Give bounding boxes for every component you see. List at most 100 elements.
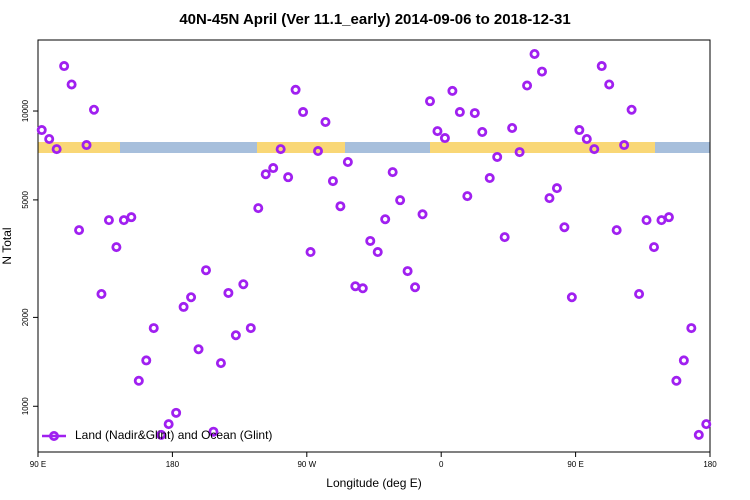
point [327, 176, 338, 187]
point [305, 247, 316, 258]
land [38, 142, 120, 153]
point [462, 191, 473, 202]
chart-title: 40N-45N April (Ver 11.1_early) 2014-09-0… [179, 11, 570, 28]
point [133, 375, 144, 386]
point [522, 80, 533, 91]
plot-frame [37, 39, 711, 453]
point [477, 127, 488, 138]
x-tick-label: 0 [439, 460, 444, 469]
point [410, 282, 421, 293]
map-strip [38, 142, 710, 153]
point [380, 214, 391, 225]
point [589, 144, 600, 155]
point [200, 265, 211, 276]
point [238, 279, 249, 290]
point [387, 167, 398, 178]
y-tick-label: 1000 [21, 397, 30, 415]
point [454, 107, 465, 118]
point [439, 133, 450, 144]
point [604, 79, 615, 90]
point [283, 172, 294, 183]
point [223, 287, 234, 298]
point [81, 140, 92, 151]
point [312, 146, 323, 157]
point [424, 96, 435, 107]
point [432, 126, 443, 137]
land [430, 142, 655, 153]
point [537, 66, 548, 77]
point [574, 125, 585, 136]
point [148, 323, 159, 334]
point [634, 289, 645, 300]
point [484, 173, 495, 184]
point [230, 330, 241, 341]
point [678, 355, 689, 366]
x-tick-label: 180 [703, 460, 717, 469]
point [395, 195, 406, 206]
point [544, 193, 555, 204]
point [507, 122, 518, 133]
point [492, 151, 503, 162]
point [260, 169, 271, 180]
point [372, 247, 383, 258]
x-tick-label: 90 E [30, 460, 46, 469]
point [649, 242, 660, 253]
point [103, 215, 114, 226]
point [141, 355, 152, 366]
point [111, 242, 122, 253]
point [245, 323, 256, 334]
point [701, 419, 712, 430]
point [89, 104, 100, 115]
point [686, 323, 697, 334]
point [66, 79, 77, 90]
point [402, 266, 413, 277]
point [335, 201, 346, 212]
point [611, 225, 622, 236]
point [559, 222, 570, 233]
point [51, 144, 62, 155]
point [342, 156, 353, 167]
point [298, 107, 309, 118]
ocean [345, 142, 430, 153]
point [186, 292, 197, 303]
point [126, 212, 137, 223]
point [619, 140, 630, 151]
x-tick-label: 90 W [297, 460, 316, 469]
y-tick-label: 5000 [21, 190, 30, 208]
point [529, 49, 540, 60]
point [626, 104, 637, 115]
point [268, 163, 279, 174]
point [44, 133, 55, 144]
point [59, 61, 70, 72]
land [257, 142, 345, 153]
point [663, 212, 674, 223]
point [156, 429, 167, 440]
legend-label: Land (Nadir&Glint) and Ocean (Glint) [75, 428, 272, 442]
x-tick-label: 180 [166, 460, 180, 469]
point [208, 426, 219, 437]
point [193, 344, 204, 355]
point [96, 289, 107, 300]
point [469, 108, 480, 119]
point [365, 235, 376, 246]
point [693, 429, 704, 440]
point [275, 144, 286, 155]
point [290, 84, 301, 95]
point [417, 209, 428, 220]
y-tick-label: 2000 [21, 308, 30, 326]
point [596, 61, 607, 72]
point [514, 147, 525, 158]
point [499, 232, 510, 243]
point [253, 203, 264, 214]
point [320, 116, 331, 127]
x-tick-label: 90 E [567, 460, 583, 469]
point [641, 215, 652, 226]
point [566, 292, 577, 303]
point [163, 419, 174, 430]
point [447, 85, 458, 96]
y-axis-label: N Total [0, 227, 14, 264]
point [551, 183, 562, 194]
x-axis-label: Longitude (deg E) [326, 476, 421, 490]
y-tick-label: 10000 [21, 99, 30, 122]
